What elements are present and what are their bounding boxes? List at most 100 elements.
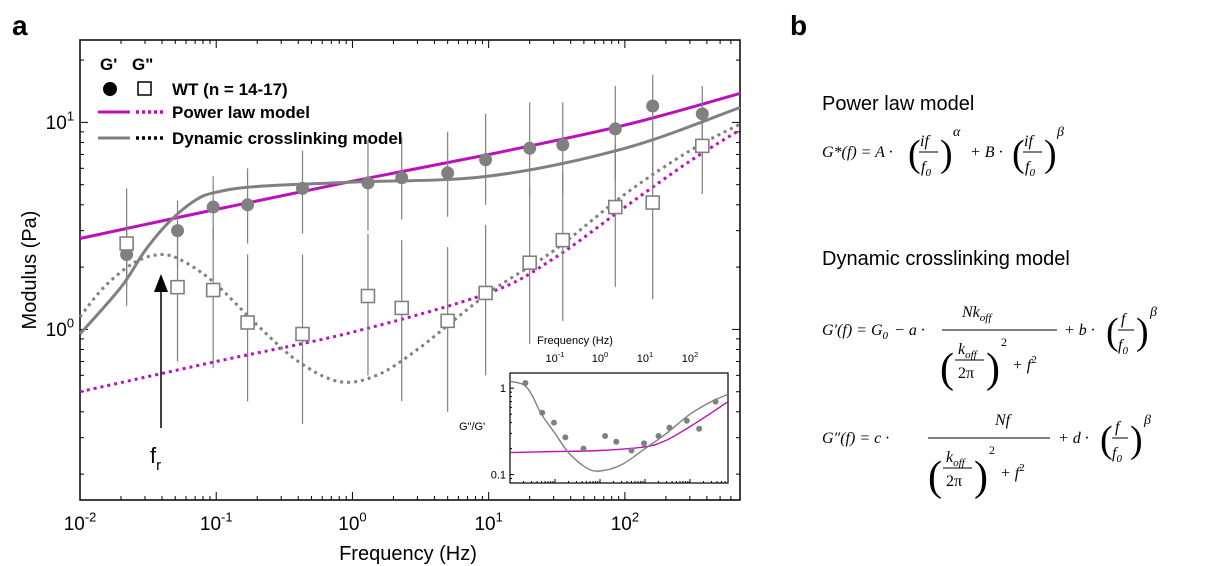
dynamic-model-title: Dynamic crosslinking model: [822, 248, 1070, 270]
resonance-frequency-annotation: fr: [150, 274, 168, 474]
y-tick-base: 1: [500, 383, 506, 395]
y-tick-label: 100: [46, 316, 74, 342]
eq-gp-num-sub: off: [980, 312, 994, 324]
eq-gpp-den-k-sub: off: [953, 457, 967, 469]
eq-gp-den-sq: 2: [1001, 335, 1007, 349]
panel-label-a: a: [12, 10, 28, 41]
x-tick-base: 10: [546, 353, 558, 365]
y-tick-base: 0.1: [491, 469, 506, 481]
data-point: [206, 200, 220, 214]
model-solid-line: [509, 380, 729, 472]
eq-paren-open-2: (: [1012, 133, 1025, 175]
x-tick-base: 10: [611, 514, 632, 535]
data-point: [666, 424, 673, 431]
y-tick-label: 0.1: [491, 469, 506, 481]
fr-label: fr: [150, 443, 161, 474]
eq-gpp-frac-f: f: [1115, 419, 1122, 436]
y-axis-label: Modulus (Pa): [19, 211, 41, 330]
eq-gpp-lhs: G″(f) = c ·: [822, 430, 889, 447]
data-point: [646, 99, 660, 113]
power-law-equation: G*(f) = A · ( if f0 ) α + B · ( if f0 ) …: [822, 125, 1064, 179]
eq-gpp-den-k: koff: [946, 449, 967, 469]
g-double-prime-equation: G″(f) = c · Nf ( koff 2π ) 2 + f2 + d · …: [822, 412, 1151, 500]
data-point: [441, 166, 455, 180]
y-tick-label: 1: [500, 383, 506, 395]
data-point-square: [522, 255, 537, 271]
eq-gp-frac-f0-f: f: [1118, 337, 1125, 354]
eq-gpp-num: Nf: [994, 412, 1013, 429]
data-point-square: [394, 300, 410, 316]
x-tick-exp: 2: [694, 350, 698, 359]
fr-main: f: [150, 443, 157, 468]
data-point: [296, 181, 310, 195]
data-point: [602, 432, 609, 439]
inset-frame: [509, 372, 729, 484]
eq-gpp-exp-beta: β: [1143, 413, 1151, 428]
x-tick-label: 100: [338, 509, 366, 535]
model-solid-line: [509, 401, 729, 454]
x-tick-label: 101: [474, 509, 502, 535]
eq-gpp-den-f-sq: 2: [1019, 462, 1025, 474]
data-point-square: [360, 288, 376, 304]
eq-paren-open: (: [908, 133, 921, 175]
eq-gpp-den-plus-f: + f: [1000, 465, 1022, 482]
x-tick-exp: 0: [359, 509, 366, 524]
data-point: [683, 417, 690, 424]
x-tick-exp: 1: [496, 509, 503, 524]
x-tick-exp: -2: [85, 509, 96, 524]
eq-paren-close: ): [940, 133, 953, 175]
data-point-square: [478, 285, 493, 301]
data-point-square: [607, 199, 623, 215]
eq-gp-den-plus-f2: + f2: [1012, 354, 1037, 374]
x-tick-base: 10: [682, 353, 694, 365]
x-tick-exp: -1: [558, 350, 565, 359]
eq-gp-paren-close: ): [1136, 311, 1149, 353]
eq-gpp-plus-d: + d ·: [1058, 430, 1089, 447]
x-tick-exp: 0: [604, 350, 608, 359]
eq-gp-g0-sub: 0: [883, 330, 889, 342]
data-point-square: [555, 232, 571, 248]
data-point: [550, 419, 557, 426]
eq-gp-den-k-sub: off: [965, 349, 979, 361]
x-tick-label: 101: [637, 350, 653, 365]
eq-gpp-paren-open: (: [1100, 419, 1113, 461]
data-point-square: [240, 315, 255, 330]
eq-gpp-den-k-text: k: [946, 449, 954, 466]
legend-dynamic-label: Dynamic crosslinking model: [172, 129, 403, 148]
x-tick-label: 102: [611, 509, 639, 535]
data-point-square: [119, 236, 134, 251]
eq-gp-den-f-sq: 2: [1031, 354, 1037, 366]
eq-gp-den-k: koff: [958, 341, 979, 361]
data-point: [523, 141, 537, 155]
data-point: [580, 445, 587, 452]
eq-gpp-den-paren-open: (: [928, 454, 942, 500]
y-tick-label: 101: [46, 108, 74, 134]
eq-gp-exp-beta: β: [1149, 305, 1157, 320]
data-point-square: [440, 313, 455, 329]
data-point: [556, 138, 570, 152]
eq-gp-num: Nkoff: [961, 304, 993, 324]
x-tick-exp: 1: [649, 350, 653, 359]
eq-power-exp-alpha: α: [953, 125, 961, 140]
legend-wt-label: WT (n = 14-17): [172, 80, 288, 99]
data-point: [640, 440, 647, 447]
y-tick-exp: 0: [67, 316, 74, 331]
eq-paren-close-2: ): [1044, 133, 1057, 175]
eq-gp-den-k-text: k: [958, 341, 966, 358]
data-point-square: [295, 326, 310, 342]
eq-gp-den-paren-open: (: [940, 346, 954, 392]
eq-power-num: if: [920, 133, 931, 150]
eq-power-num-2: if: [1024, 133, 1035, 150]
data-point: [696, 425, 703, 432]
legend-gp-header: G': [100, 55, 117, 74]
legend-open-square-marker: [137, 81, 152, 96]
eq-gpp-paren-close: ): [1130, 419, 1143, 461]
eq-gpp-frac-f0-sub: 0: [1116, 453, 1122, 465]
eq-power-den-2: f0: [1025, 159, 1035, 179]
data-point: [241, 198, 255, 212]
inset-x-axis-label: Frequency (Hz): [537, 335, 613, 347]
data-point: [361, 176, 375, 190]
